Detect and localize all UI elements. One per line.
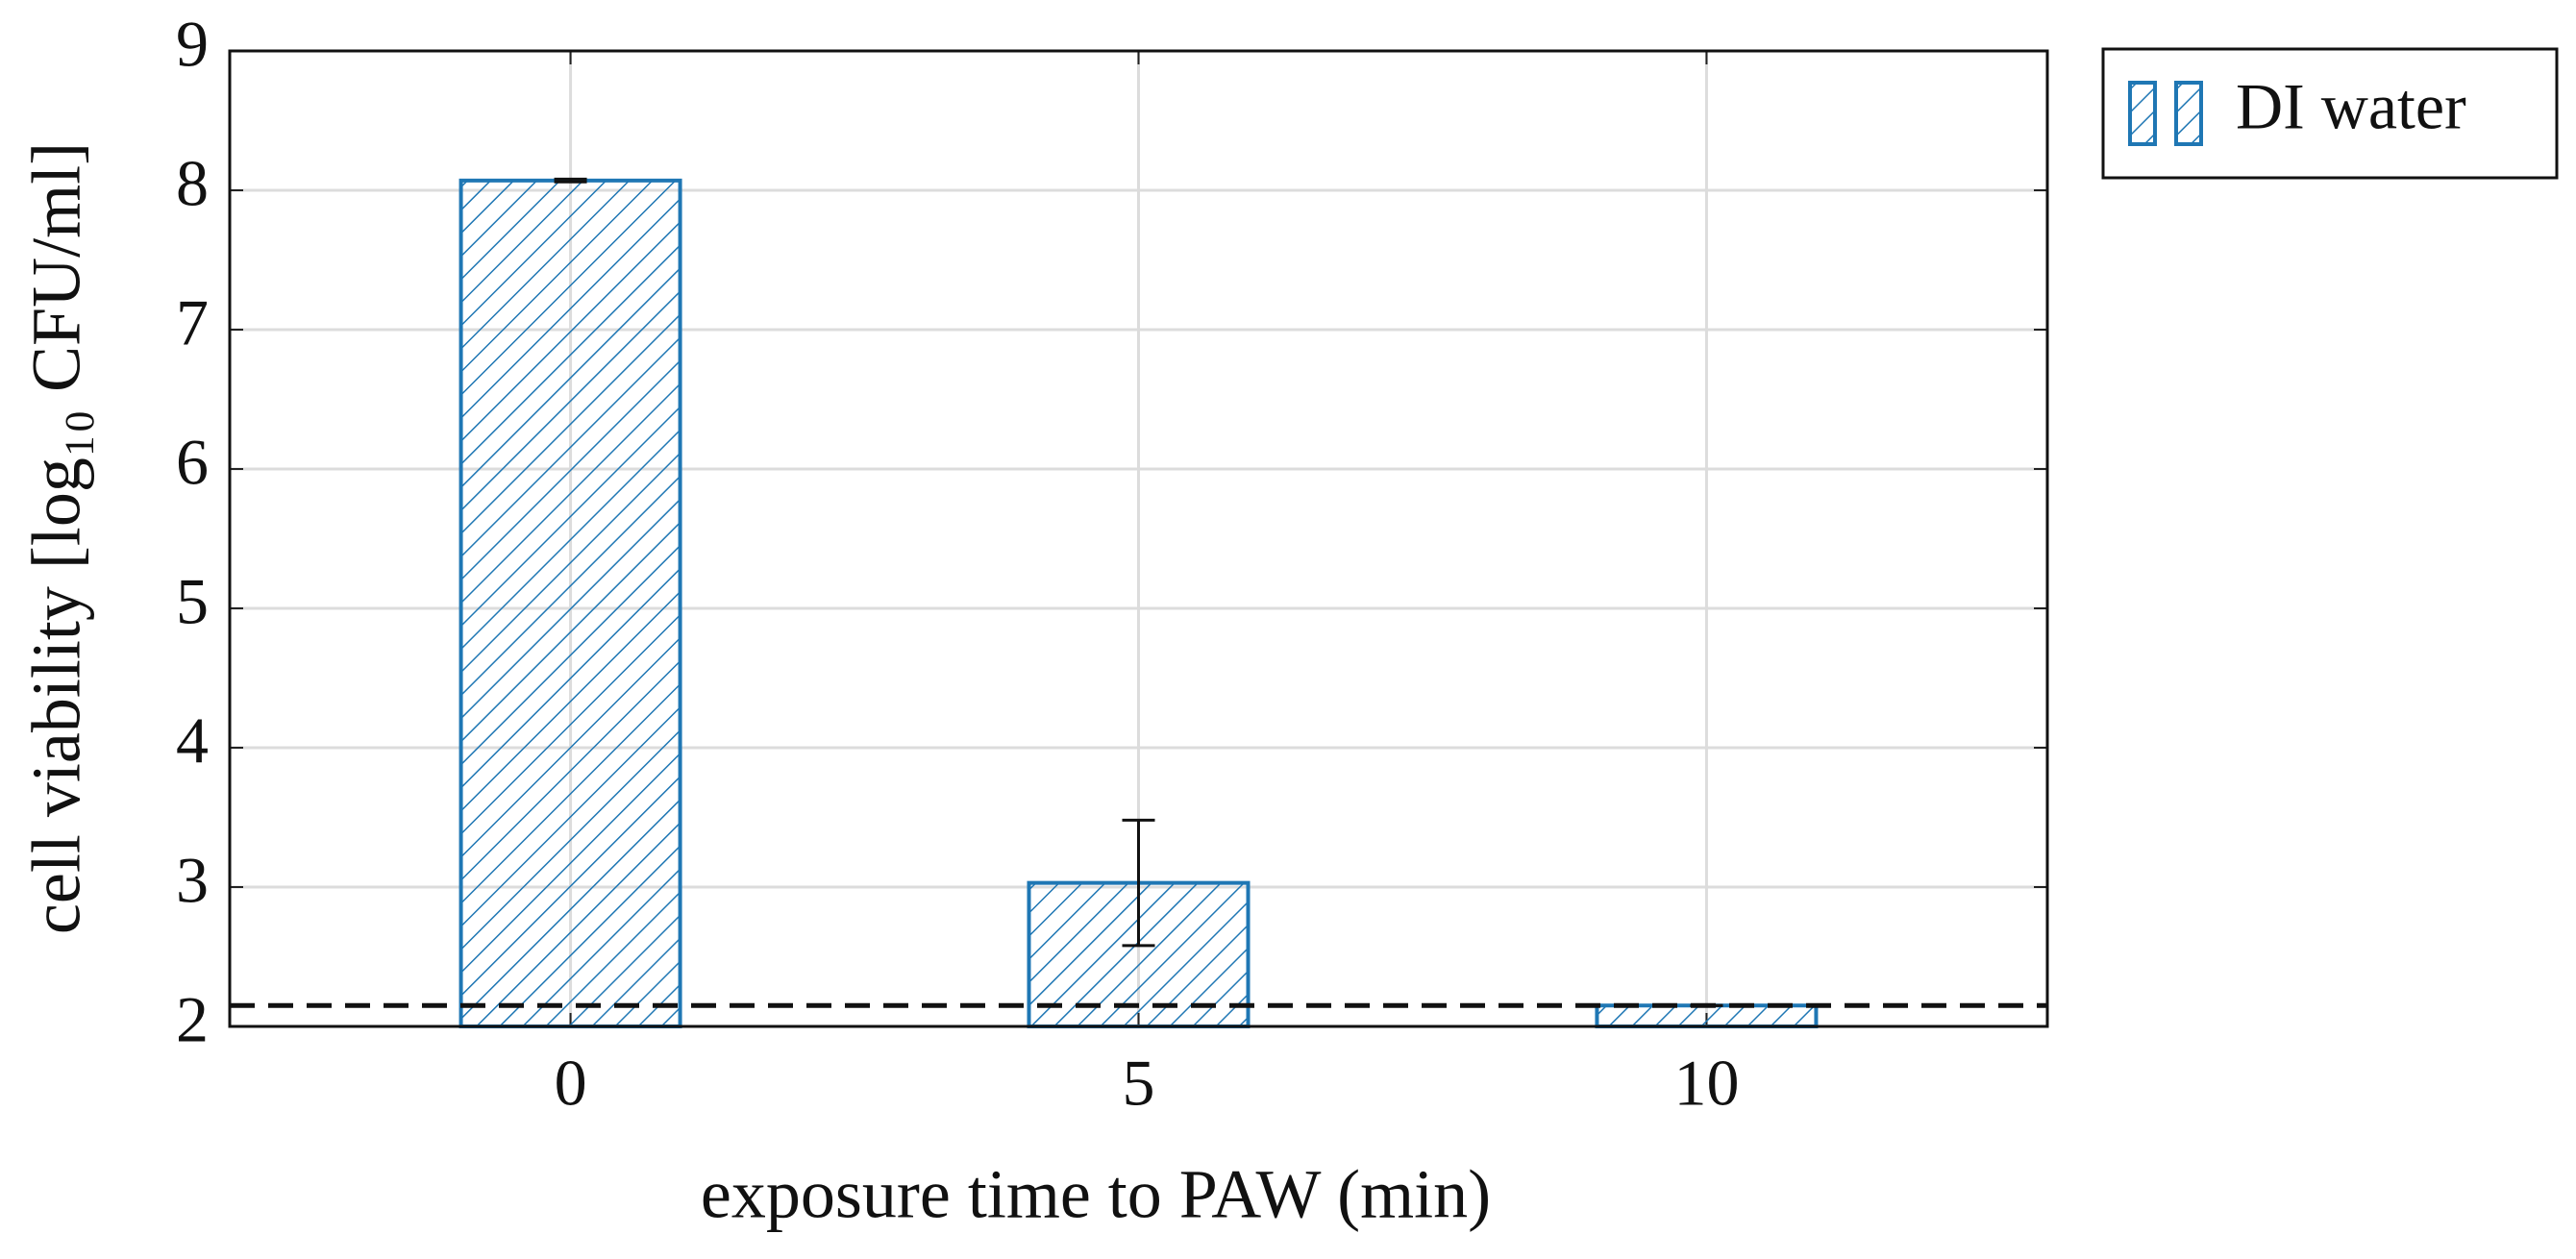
y-tick-label: 7 xyxy=(176,286,209,359)
bar xyxy=(458,178,682,1029)
legend: DI water xyxy=(2101,47,2559,180)
legend-swatch xyxy=(2174,81,2203,146)
y-axis-label: cell viability [log₁₀ CFU/ml] xyxy=(18,142,95,934)
bar xyxy=(1595,1003,1819,1028)
legend-label: DI water xyxy=(2236,70,2466,143)
x-axis-label: exposure time to PAW (min) xyxy=(701,1156,1491,1233)
y-tick-label: 8 xyxy=(176,147,209,220)
legend-swatch xyxy=(2128,81,2157,146)
x-tick-label: 10 xyxy=(1673,1047,1739,1120)
y-tick-label: 6 xyxy=(176,426,209,499)
x-tick-label: 0 xyxy=(555,1047,587,1120)
y-tick-label: 4 xyxy=(176,704,209,778)
error-bar xyxy=(554,177,587,184)
error-bar xyxy=(1122,818,1155,948)
y-tick-label: 2 xyxy=(176,983,209,1056)
y-tick-label: 9 xyxy=(176,8,209,81)
y-tick-label: 5 xyxy=(176,565,209,638)
plot-frame xyxy=(228,49,2049,1028)
y-tick-label: 3 xyxy=(176,844,209,917)
x-tick-label: 5 xyxy=(1123,1047,1155,1120)
